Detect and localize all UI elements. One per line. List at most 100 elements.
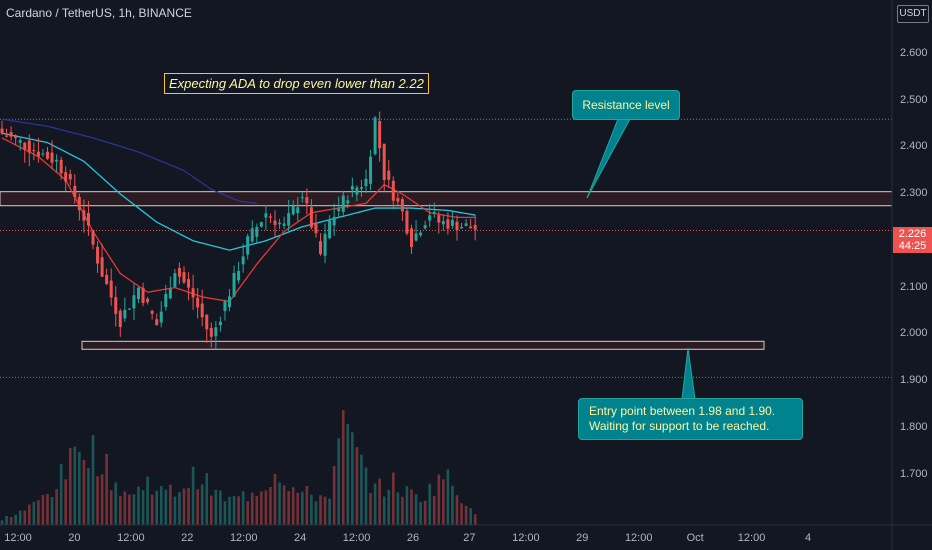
volume-bar [23,510,27,525]
currency-badge[interactable]: USDT [897,5,929,23]
candle-body [446,219,450,229]
volume-bar [246,501,249,525]
volume-bar [328,498,331,525]
chart-title: Cardano / TetherUS, 1h, BINANCE [6,6,192,20]
candle-body [373,117,377,155]
candle-body [378,121,382,149]
volume-bar [360,454,363,525]
time-tick: 20 [68,532,81,544]
candle-body [273,220,277,225]
candle-body [191,288,195,298]
candle-body [405,210,409,234]
candle-body [419,232,423,236]
candle-body [223,301,227,312]
candle-body [396,198,400,202]
candle-body [432,211,436,213]
volume-bar [5,515,8,525]
candle-body [46,151,49,159]
volume-bar [469,508,472,525]
candle-body [282,223,286,226]
time-tick: 12:00 [4,532,32,544]
volume-bar [114,482,118,525]
volume-bar [137,486,140,525]
volume-bar [82,459,86,525]
volume-bar [323,496,327,525]
candle-body [346,200,350,204]
candle-body [268,216,272,218]
candle-body [137,287,140,300]
candle-countdown: 44:25 [898,240,927,252]
resistance-callout[interactable]: Resistance level [572,90,680,120]
time-tick: 22 [181,532,194,544]
volume-bar [173,496,177,525]
candle-body [55,159,59,162]
volume-bar [37,500,40,525]
volume-bar [105,453,108,525]
volume-bar [364,467,368,525]
volume-bar [419,501,422,525]
candle-body [100,257,104,277]
candle-body [237,270,241,281]
candle-body [173,273,177,287]
moving-average-line [1,118,257,205]
candle-body [246,236,250,255]
moving-average-line [1,137,476,303]
volume-bar [278,482,281,525]
note-main[interactable]: Expecting ADA to drop even lower than 2.… [164,73,429,94]
volume-bar [210,495,213,525]
candle-body [68,173,72,180]
volume-bar [250,492,254,525]
entry-callout[interactable]: Entry point between 1.98 and 1.90. Waiti… [578,398,803,440]
volume-bar [9,517,13,525]
price-tick: 2.000 [900,327,928,340]
candle-body [218,321,222,326]
volume-bar [196,489,199,525]
support-zone[interactable] [81,340,765,350]
time-tick: 26 [406,532,420,544]
candle-body [141,287,145,304]
candle-body [469,226,473,229]
volume-bar [260,491,263,525]
volume-bar [146,476,149,525]
volume-bar [332,466,336,525]
volume-bar [228,496,231,525]
volume-bar [282,485,286,525]
entry-callout-pointer [681,347,696,400]
candle-body [82,210,86,221]
volume-bar [305,486,309,525]
candle-body [232,272,236,297]
candle-body [341,195,345,212]
time-tick: 12:00 [229,532,258,544]
volume-bar [355,447,359,525]
candle-body [164,293,168,307]
volume-bar [378,478,381,525]
current-price-value: 2.226 [898,228,927,240]
candle-body [5,135,9,137]
candle-body [118,310,122,327]
candle-body [50,152,54,163]
volume-bar [73,446,77,525]
volume-bar [237,496,240,525]
volume-bar [369,493,372,525]
volume-bar [87,467,90,525]
volume-bar [123,491,127,525]
volume-bar [405,486,409,525]
volume-bar [314,501,318,525]
volume-bar [28,504,31,525]
volume-bar [255,496,259,525]
volume-bar [455,495,459,525]
volume-bar [100,474,104,525]
volume-bar [464,505,468,525]
entry-callout-line2: Waiting for support to be reached. [589,419,770,433]
candle-body [168,288,172,299]
candle-body [182,272,186,283]
candle-body [355,187,359,195]
candle-body [23,142,27,150]
candle-body [36,151,40,157]
candle-body [59,159,63,174]
candle-body [437,215,441,223]
volume-bar [159,486,163,525]
candle-body [460,226,464,229]
volume-bar [187,487,190,525]
